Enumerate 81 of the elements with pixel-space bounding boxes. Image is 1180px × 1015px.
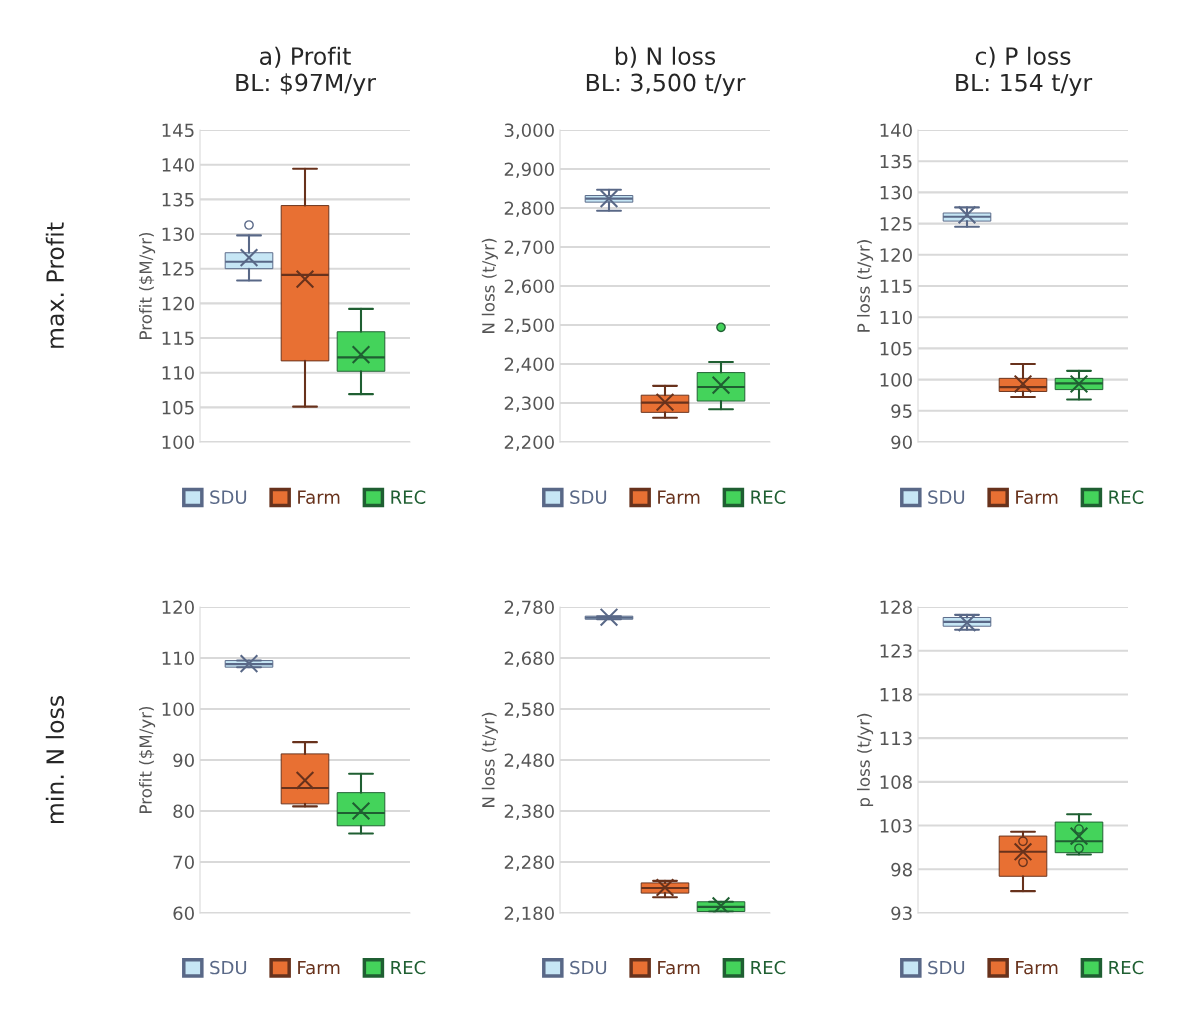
y-tick-label: 128 <box>880 600 912 615</box>
legend-label: REC <box>751 490 786 504</box>
y-tick-label: 2,680 <box>504 651 554 667</box>
legend-label: SDU <box>210 960 247 975</box>
legend-label: Farm <box>298 490 340 504</box>
text: max. Profit <box>45 222 65 348</box>
legend-label: REC <box>751 960 786 975</box>
y-tick-label: 125 <box>880 217 912 231</box>
y-tick-label: 140 <box>880 123 912 138</box>
text: SDU <box>928 490 965 504</box>
y-tick-label: 3,000 <box>504 123 554 139</box>
y-tick-label: 118 <box>880 687 912 702</box>
legend-label: Farm <box>1016 490 1058 504</box>
legend-label: REC <box>391 490 426 504</box>
y-tick-label: 2,300 <box>504 396 554 412</box>
y-tick-label: 140 <box>162 158 194 172</box>
y-axis-title: P loss (t/yr) <box>856 240 874 332</box>
legend-label: SDU <box>210 490 247 504</box>
y-tick-label: 98 <box>891 862 912 877</box>
y-tick-label: 120 <box>162 296 194 311</box>
y-tick-label: 2,780 <box>504 600 554 616</box>
y-tick-label: 2,800 <box>504 201 554 217</box>
y-tick-label: 130 <box>162 227 194 242</box>
y-axis-title: Profit ($M/yr) <box>138 706 156 813</box>
y-tick-label: 145 <box>162 123 194 138</box>
y-axis-title: p loss (t/yr) <box>856 713 874 807</box>
y-tick-label: 123 <box>880 644 912 658</box>
y-tick-label: 80 <box>173 804 194 819</box>
legend-label: REC <box>1109 490 1144 504</box>
text: min. N loss <box>45 695 65 824</box>
y-tick-label: 2,200 <box>504 435 554 451</box>
y-tick-label: 2,900 <box>504 162 554 178</box>
y-tick-label: 2,480 <box>504 753 554 769</box>
y-tick-label: 90 <box>173 753 194 768</box>
y-tick-label: 110 <box>162 366 194 380</box>
y-tick-label: 105 <box>880 341 912 356</box>
legend-label: REC <box>1109 960 1144 975</box>
y-tick-label: 120 <box>880 248 912 262</box>
y-tick-label: 120 <box>162 600 194 615</box>
y-tick-label: 2,580 <box>504 702 554 718</box>
y-tick-label: 113 <box>880 731 912 746</box>
text: SDU <box>928 960 965 975</box>
y-tick-label: 108 <box>880 775 912 789</box>
y-tick-label: 105 <box>162 400 194 415</box>
y-tick-label: 135 <box>162 192 194 207</box>
chart-title: a) Profit BL: $97M/yr <box>236 46 376 97</box>
y-tick-label: 2,400 <box>504 357 554 373</box>
y-tick-label: 135 <box>880 154 912 169</box>
y-tick-label: 125 <box>162 262 194 276</box>
y-tick-label: 2,280 <box>504 855 554 871</box>
legend-label: REC <box>391 960 426 975</box>
chart-title: b) N loss BL: 3,500 t/yr <box>586 46 746 97</box>
y-tick-label: 130 <box>880 185 912 200</box>
y-tick-label: 90 <box>891 435 912 450</box>
y-tick-label: 2,600 <box>504 279 554 295</box>
y-tick-label: 95 <box>891 404 912 418</box>
y-tick-label: 110 <box>162 651 194 666</box>
y-tick-label: 100 <box>162 435 194 450</box>
y-axis-title: Profit ($M/yr) <box>138 232 156 339</box>
y-tick-label: 110 <box>880 310 912 325</box>
y-tick-label: 93 <box>891 906 912 921</box>
y-tick-label: 115 <box>162 331 194 346</box>
y-tick-label: 100 <box>880 373 912 387</box>
y-tick-label: 70 <box>173 855 194 870</box>
legend-label: Farm <box>298 960 340 975</box>
y-tick-label: 2,380 <box>504 804 554 820</box>
legend-label: Farm <box>658 960 700 975</box>
y-tick-label: 2,180 <box>504 906 554 922</box>
chart-title: c) P loss BL: 154 t/yr <box>956 46 1093 97</box>
y-axis-title: N loss (t/yr) <box>481 238 498 333</box>
legend-label: Farm <box>1016 960 1058 975</box>
y-tick-label: 60 <box>173 906 194 921</box>
legend-label: Farm <box>658 490 700 504</box>
y-tick-label: 2,500 <box>504 318 554 334</box>
y-axis-title: N loss (t/yr) <box>481 712 498 807</box>
text: SDU <box>570 490 607 504</box>
y-tick-label: 100 <box>162 702 194 717</box>
y-tick-label: 2,700 <box>504 240 554 256</box>
y-tick-label: 115 <box>880 279 912 294</box>
text: SDU <box>570 960 607 975</box>
y-tick-label: 103 <box>880 819 912 833</box>
